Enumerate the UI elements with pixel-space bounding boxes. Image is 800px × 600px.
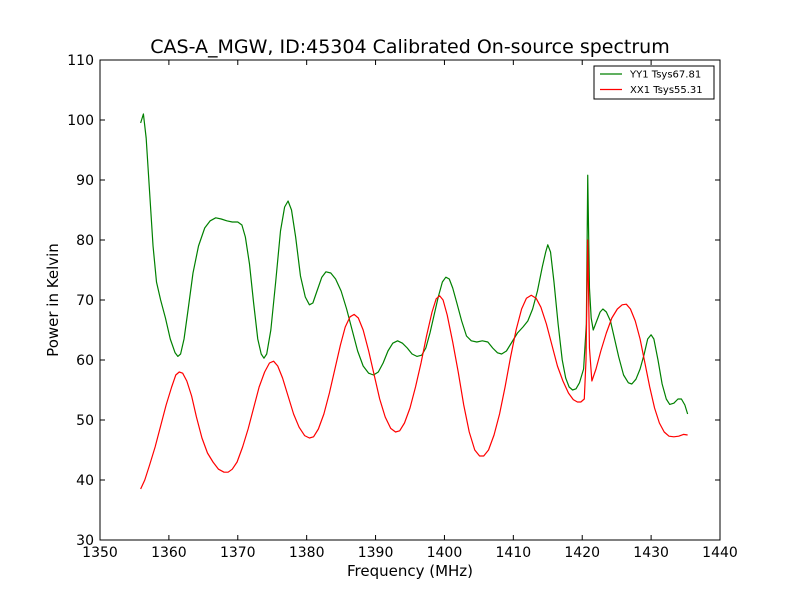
x-tick-label: 1360 — [151, 545, 187, 561]
y-tick-label: 50 — [76, 413, 94, 429]
x-tick-label: 1440 — [702, 545, 738, 561]
legend-label-yy1: YY1 Tsys67.81 — [629, 70, 701, 81]
x-tick-label: 1390 — [358, 545, 394, 561]
y-tick-label: 90 — [76, 173, 94, 189]
x-tick-label: 1400 — [427, 545, 463, 561]
x-tick-label: 1380 — [289, 545, 325, 561]
y-tick-label: 100 — [67, 113, 94, 129]
y-axis: 30 40 50 60 70 80 90 100 110 — [67, 53, 720, 549]
y-tick-label: 110 — [67, 53, 94, 69]
series-line-yy1 — [140, 113, 689, 415]
x-tick-label: 1350 — [82, 545, 118, 561]
series-line-xx1 — [140, 239, 688, 490]
series-layer — [140, 113, 689, 490]
y-tick-label: 60 — [76, 353, 94, 369]
y-axis-label: Power in Kelvin — [44, 243, 62, 357]
legend-box — [593, 65, 715, 100]
chart-title: CAS-A_MGW, ID:45304 Calibrated On-source… — [150, 36, 669, 58]
x-tick-label: 1370 — [220, 545, 256, 561]
legend: YY1 Tsys67.81 XX1 Tsys55.31 — [593, 65, 715, 100]
y-tick-label: 40 — [76, 473, 94, 489]
legend-label-xx1: XX1 Tsys55.31 — [630, 85, 703, 96]
x-axis-label: Frequency (MHz) — [347, 562, 473, 580]
x-tick-label: 1410 — [496, 545, 532, 561]
x-tick-label: 1430 — [633, 545, 669, 561]
y-tick-label: 70 — [76, 293, 94, 309]
y-tick-label: 80 — [76, 233, 94, 249]
y-tick-label: 30 — [76, 533, 94, 549]
x-axis: 1350 1360 1370 1380 1390 1400 1410 1420 1430 1440 — [82, 60, 738, 561]
x-tick-label: 1420 — [564, 545, 600, 561]
